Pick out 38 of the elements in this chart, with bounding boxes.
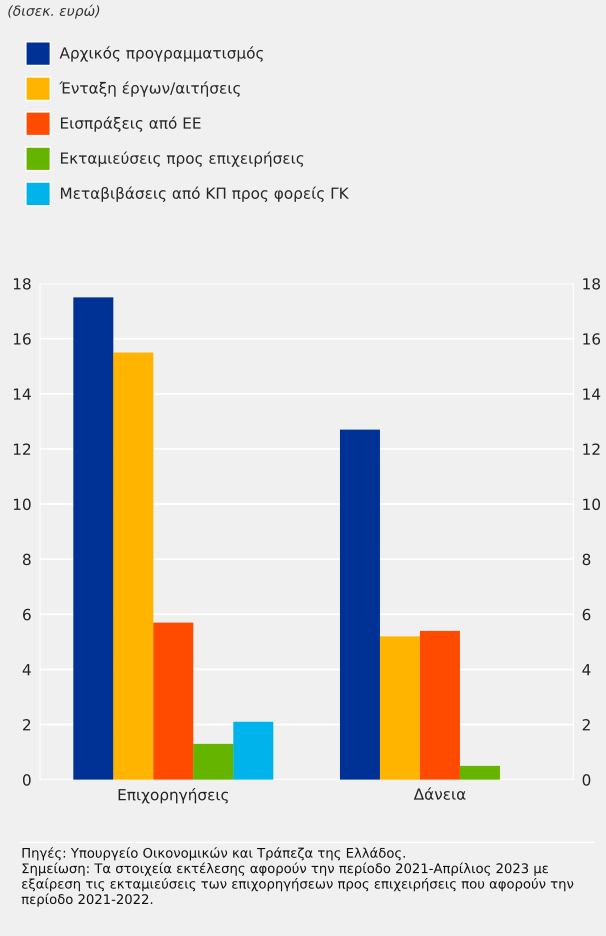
bar <box>460 766 500 780</box>
y-tick-label: 4 <box>22 664 31 676</box>
y2-tick-label: 6 <box>582 608 590 620</box>
bar <box>113 352 154 780</box>
y-tick-label: 6 <box>23 608 31 620</box>
x-tick-label: Δάνεια <box>414 787 466 800</box>
chart-subtitle: (δισεκ. ευρώ) <box>8 4 100 19</box>
y2-tick-label: 8 <box>582 554 590 566</box>
y-tick-label: 8 <box>22 554 31 566</box>
y2-tick-label: 16 <box>583 333 600 345</box>
y-tick-label: 18 <box>14 278 31 290</box>
bar <box>380 636 420 780</box>
legend-label: Εκταμιεύσεις προς επιχειρήσεις <box>60 151 304 167</box>
y-tick-label: 12 <box>14 443 30 455</box>
y2-tick-label: 4 <box>582 664 590 676</box>
legend-label: Εισπράξεις από ΕΕ <box>60 116 201 132</box>
bar <box>340 430 380 780</box>
bar <box>73 297 114 780</box>
y-tick-label: 2 <box>23 719 30 730</box>
legend-label: Μεταβιβάσεις από ΚΠ προς φορείς ΓΚ <box>60 186 349 202</box>
y-tick-label: 0 <box>22 774 31 786</box>
bar <box>233 722 274 780</box>
y-tick-label: 14 <box>14 388 31 400</box>
y2-tick-label: 12 <box>583 443 600 455</box>
legend-label: Ένταξη έργων/αιτήσεις <box>59 81 240 97</box>
bar <box>193 744 234 780</box>
legend-label: Αρχικός προγραμματισμός <box>60 46 263 62</box>
y2-tick-label: 2 <box>582 719 590 730</box>
bar <box>153 622 194 780</box>
y2-tick-label: 0 <box>582 774 590 786</box>
x-tick-label: Επιχορηγήσεις <box>118 788 228 804</box>
bar <box>420 630 460 780</box>
text: Πηγές: Υπουργείο Οικονομικών και Τράπεζα της Ελλάδος. Σημείωση: Τα στοιχεία εκτέλεσης αφορούν την περίοδο 2021-Απρίλιος 2023 με εξαίρεση τις εκταμιεύσεις των επιχορηγήσεων προς επιχειρήσεις που αφορούν την περίοδο 2021-2022. <box>22 847 574 907</box>
y-tick-label: 10 <box>14 498 31 510</box>
y2-tick-label: 10 <box>583 498 600 510</box>
y2-tick-label: 18 <box>583 278 600 290</box>
y2-tick-label: 14 <box>583 388 600 400</box>
y-tick-label: 16 <box>14 333 31 345</box>
